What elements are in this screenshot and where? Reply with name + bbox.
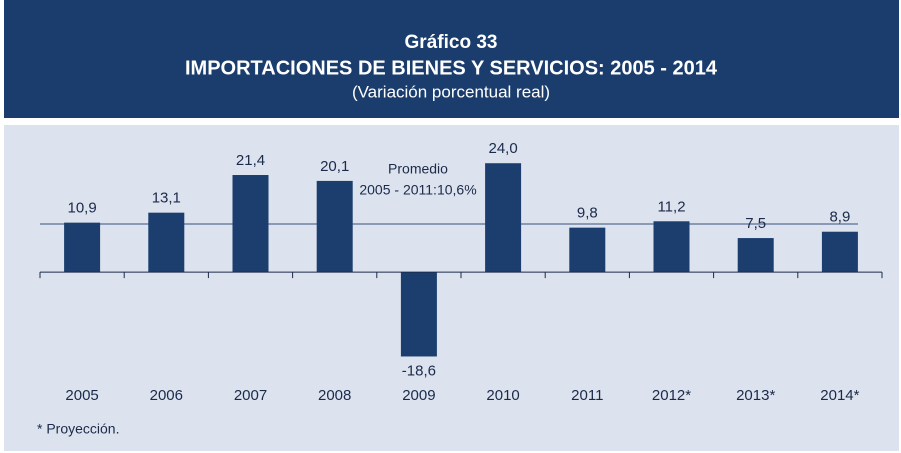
- value-label: 24,0: [488, 140, 517, 157]
- bar: [64, 222, 101, 273]
- x-tick-label: 2012*: [652, 387, 691, 404]
- bar: [485, 163, 522, 273]
- value-label: 8,9: [829, 209, 850, 226]
- plot-background: [4, 125, 899, 451]
- bar: [232, 175, 269, 273]
- annotation: Promedio: [388, 161, 448, 177]
- bar: [316, 180, 353, 273]
- value-label: 21,4: [236, 152, 265, 169]
- x-tick-label: 2013*: [736, 387, 775, 404]
- x-tick-label: 2005: [65, 387, 98, 404]
- value-label: 20,1: [320, 158, 349, 175]
- bar: [400, 272, 437, 357]
- annotation: 2005 - 2011:10,6%: [359, 182, 476, 198]
- value-label: -18,6: [402, 362, 436, 379]
- value-label: 9,8: [577, 205, 598, 222]
- chart-title: Gráfico 33: [405, 32, 498, 53]
- x-tick-label: 2010: [486, 387, 519, 404]
- header-band: [4, 0, 899, 118]
- value-label: 7,5: [745, 215, 766, 232]
- x-tick-label: 2009: [402, 387, 435, 404]
- value-label: 10,9: [67, 200, 96, 217]
- bar: [148, 212, 185, 273]
- bar: [821, 231, 858, 273]
- x-tick-label: 2008: [318, 387, 351, 404]
- value-label: 11,2: [657, 198, 685, 215]
- chart-subtitle: IMPORTACIONES DE BIENES Y SERVICIOS: 200…: [185, 57, 718, 79]
- chart-subtitle-2: (Variación porcentual real): [352, 82, 550, 101]
- bar: [737, 238, 774, 273]
- x-tick-label: 2007: [234, 387, 267, 404]
- bar: [569, 227, 606, 273]
- x-tick-label: 2006: [150, 387, 183, 404]
- x-tick-label: 2014*: [820, 387, 859, 404]
- x-tick-label: 2011: [571, 387, 603, 404]
- value-label: 13,1: [152, 190, 181, 207]
- footnote: * Proyección.: [37, 421, 119, 437]
- bar: [653, 221, 690, 273]
